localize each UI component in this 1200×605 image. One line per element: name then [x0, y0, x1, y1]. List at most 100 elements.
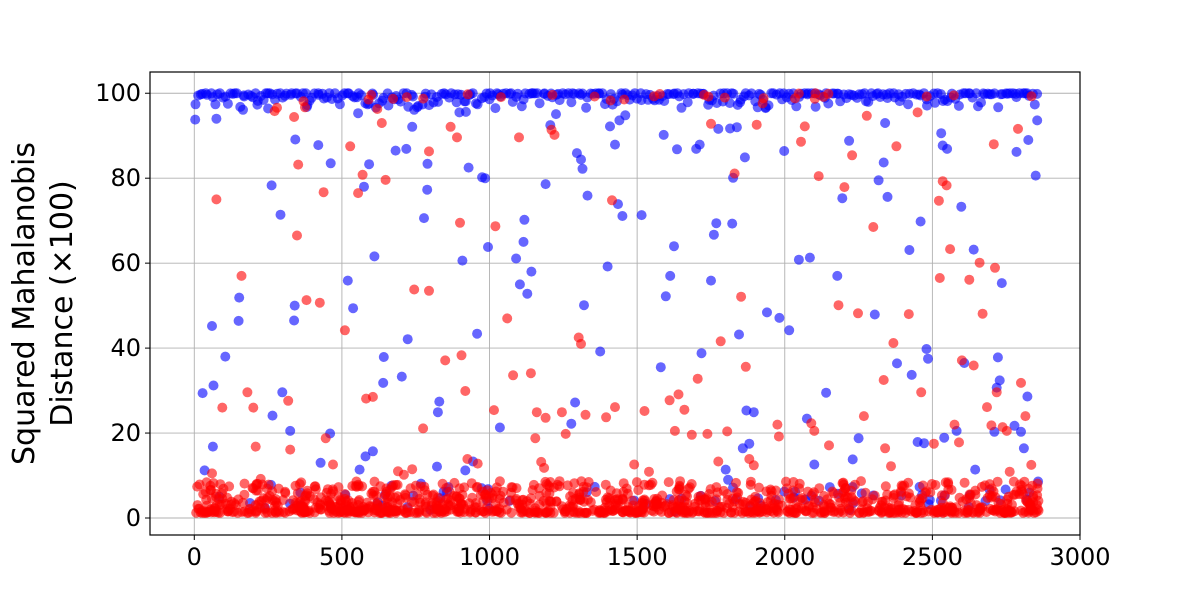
red-point [382, 492, 393, 503]
blue-point [407, 121, 418, 132]
red-point [1033, 495, 1044, 506]
red-point [454, 483, 465, 494]
blue-point [356, 90, 367, 101]
y-tick-label: 60 [110, 249, 141, 277]
blue-point [514, 279, 525, 290]
blue-point [432, 407, 443, 418]
red-point [409, 284, 420, 295]
red-point [358, 505, 369, 516]
red-point [916, 387, 927, 398]
blue-point [620, 110, 631, 121]
red-point [910, 500, 921, 511]
red-point [613, 495, 624, 506]
red-point [462, 454, 473, 464]
axis-ticks: 0 500 1000 1500 2000 2500 3000 0 20 40 60 80 100 [95, 79, 1110, 571]
blue-point [968, 244, 979, 255]
red-point [496, 92, 506, 103]
red-point [376, 118, 387, 128]
red-point [605, 95, 616, 106]
blue-point [1011, 146, 1022, 157]
y-tick-label: 100 [95, 79, 141, 107]
red-point [673, 389, 684, 400]
blue-point [463, 162, 474, 173]
red-point [236, 270, 247, 281]
red-point [514, 132, 524, 143]
red-point [674, 495, 685, 506]
red-point [799, 121, 810, 132]
red-point [1026, 502, 1037, 513]
blue-point [494, 422, 505, 433]
blue-point [566, 97, 577, 108]
red-point [1020, 411, 1031, 422]
red-point [320, 433, 331, 444]
red-point [645, 479, 656, 490]
blue-point [915, 216, 926, 227]
blue-point [432, 461, 442, 472]
red-point [673, 484, 684, 495]
blue-point [976, 97, 986, 108]
blue-point [672, 144, 682, 155]
red-point [945, 244, 956, 255]
red-point [737, 496, 748, 507]
red-point [977, 308, 988, 319]
blue-point [694, 139, 705, 150]
red-point [283, 395, 294, 406]
blue-point [711, 218, 722, 229]
red-point [316, 492, 326, 503]
red-point [627, 495, 638, 506]
red-point [546, 496, 557, 507]
red-point [968, 360, 979, 371]
red-point [511, 483, 522, 494]
red-point [217, 402, 228, 413]
red-point [876, 496, 887, 507]
red-point [250, 441, 261, 452]
red-point [296, 477, 307, 488]
blue-point [784, 325, 795, 336]
blue-point [472, 328, 483, 339]
blue-point [390, 145, 401, 156]
red-point [806, 418, 817, 429]
red-point [684, 482, 695, 493]
red-point [578, 481, 589, 492]
red-point [554, 476, 565, 487]
red-point [371, 498, 382, 509]
red-point [750, 507, 761, 518]
blue-point [793, 254, 804, 265]
blue-point [762, 307, 772, 318]
red-point [239, 478, 250, 489]
red-point [1026, 459, 1037, 470]
red-point [415, 497, 426, 508]
red-point [560, 428, 571, 439]
blue-point [238, 104, 248, 115]
blue-point [290, 134, 301, 145]
blue-point [1016, 426, 1026, 437]
red-point [271, 497, 282, 508]
red-point [874, 506, 884, 516]
blue-point [720, 464, 731, 475]
red-point [722, 426, 733, 437]
blue-point [211, 113, 222, 124]
blue-point [526, 266, 537, 277]
blue-point [208, 380, 219, 391]
blue-point [873, 175, 884, 186]
red-point [860, 487, 871, 498]
red-point [528, 479, 539, 490]
red-point [412, 490, 423, 501]
red-point [934, 273, 945, 283]
red-point [539, 462, 550, 473]
red-point [401, 507, 411, 518]
red-point [462, 89, 473, 100]
blue-point [921, 344, 932, 354]
blue-point [354, 464, 365, 475]
red-point [357, 169, 368, 180]
red-point [633, 485, 644, 496]
y-tick-label: 0 [126, 504, 141, 532]
red-point [589, 91, 600, 102]
blue-point [401, 143, 412, 154]
x-tick-label: 500 [319, 543, 365, 571]
red-point [345, 141, 356, 152]
red-point [891, 141, 902, 152]
red-point [886, 461, 896, 472]
red-point [669, 425, 680, 436]
red-point [772, 506, 783, 517]
